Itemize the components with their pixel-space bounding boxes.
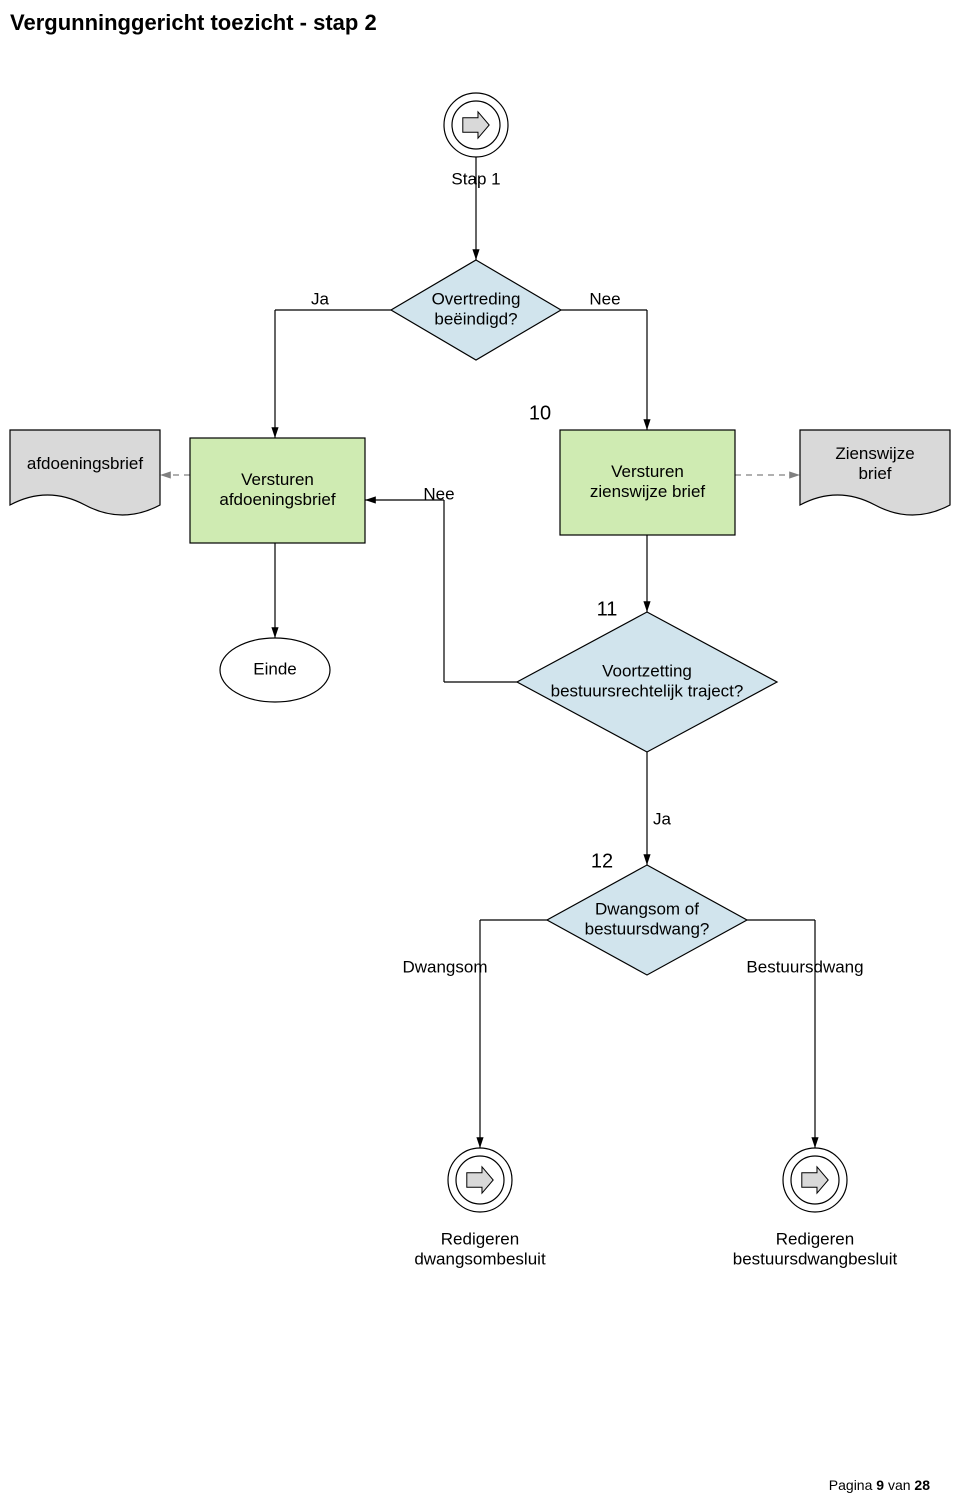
flowchart-canvas: Stap 1Overtredingbeëindigd?Versturenafdo… <box>0 0 960 1511</box>
svg-text:Ja: Ja <box>653 809 672 828</box>
footer-mid: van <box>884 1477 914 1493</box>
footer-prefix: Pagina <box>829 1477 876 1493</box>
svg-text:dwangsombesluit: dwangsombesluit <box>414 1249 546 1268</box>
svg-text:afdoeningsbrief: afdoeningsbrief <box>219 490 336 509</box>
svg-text:Dwangsom: Dwangsom <box>402 957 487 976</box>
svg-text:Stap 1: Stap 1 <box>451 169 500 188</box>
svg-text:Ja: Ja <box>311 289 330 308</box>
svg-text:Einde: Einde <box>253 659 296 678</box>
page-footer: Pagina 9 van 28 <box>829 1477 930 1493</box>
svg-text:Redigeren: Redigeren <box>441 1230 519 1249</box>
svg-text:afdoeningsbrief: afdoeningsbrief <box>27 454 144 473</box>
svg-text:Versturen: Versturen <box>241 470 314 489</box>
svg-text:Bestuursdwang: Bestuursdwang <box>746 957 863 976</box>
svg-text:10: 10 <box>529 402 551 424</box>
svg-text:beëindigd?: beëindigd? <box>434 309 517 328</box>
svg-text:Dwangsom of: Dwangsom of <box>595 900 699 919</box>
svg-text:Zienswijze: Zienswijze <box>835 444 914 463</box>
svg-text:bestuursdwangbesluit: bestuursdwangbesluit <box>733 1249 898 1268</box>
svg-text:11: 11 <box>597 598 618 620</box>
footer-page: 9 <box>876 1477 884 1493</box>
svg-text:Redigeren: Redigeren <box>776 1230 854 1249</box>
svg-text:12: 12 <box>591 850 613 872</box>
svg-text:Overtreding: Overtreding <box>432 290 521 309</box>
svg-text:bestuursrechtelijk traject?: bestuursrechtelijk traject? <box>551 681 744 700</box>
svg-text:Versturen: Versturen <box>611 462 684 481</box>
svg-text:bestuursdwang?: bestuursdwang? <box>585 919 710 938</box>
svg-text:Nee: Nee <box>423 484 454 503</box>
svg-text:brief: brief <box>858 464 891 483</box>
footer-total: 28 <box>914 1477 930 1493</box>
svg-text:Voortzetting: Voortzetting <box>602 662 692 681</box>
svg-text:zienswijze brief: zienswijze brief <box>590 482 706 501</box>
svg-text:Nee: Nee <box>589 289 620 308</box>
